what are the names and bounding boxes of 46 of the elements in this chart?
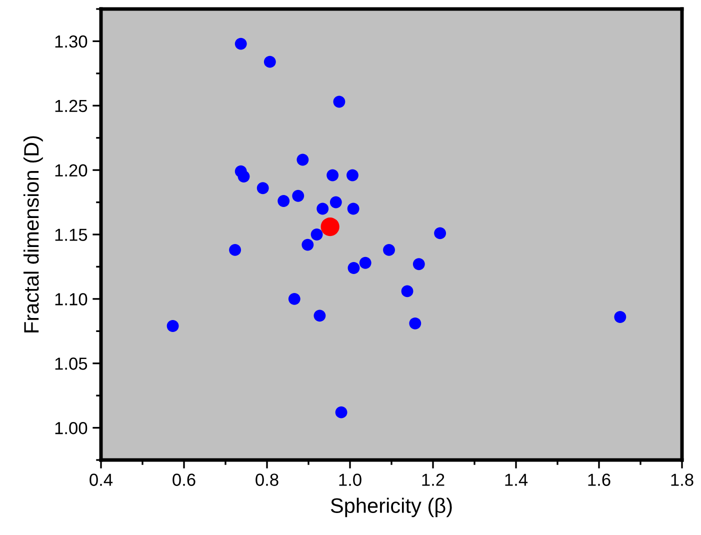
y-tick-label: 1.00 [55, 422, 88, 434]
point [278, 195, 290, 207]
x-tick-label: 0.8 [256, 474, 278, 486]
point [310, 228, 323, 240]
point [166, 320, 179, 332]
point [383, 244, 395, 256]
y-tick-label: 1.05 [55, 358, 88, 370]
x-tick-label: 0.6 [172, 474, 196, 486]
x-tick-label: 1.6 [588, 474, 610, 486]
point [330, 196, 342, 208]
point [296, 154, 309, 166]
point [316, 202, 329, 215]
point [302, 238, 314, 251]
point [409, 317, 422, 330]
point [238, 170, 250, 182]
point [264, 56, 276, 68]
y-tick-label: 1.25 [55, 100, 88, 112]
point [434, 227, 446, 240]
point [614, 310, 626, 323]
x-tick-label: 1.4 [505, 474, 528, 486]
x-tick-label: 1.8 [671, 474, 694, 486]
point [347, 202, 360, 215]
point [335, 406, 348, 418]
point [359, 256, 372, 269]
point [229, 244, 242, 256]
point [320, 217, 340, 236]
point [348, 262, 360, 274]
point [333, 96, 346, 108]
point [292, 190, 304, 202]
y-tick-label: 1.10 [55, 293, 88, 306]
point [256, 182, 269, 194]
point [401, 285, 414, 298]
x-axis-title: Sphericity (β) [330, 498, 452, 518]
point [314, 310, 326, 322]
point [326, 169, 339, 182]
x-tick-label: 0.4 [90, 474, 113, 486]
y-tick-label: 1.20 [55, 164, 88, 177]
y-axis-title: Fractal dimension (D) [23, 136, 43, 332]
y-tick-label: 1.30 [55, 35, 88, 48]
point [234, 38, 247, 50]
point [412, 258, 425, 270]
y-tick-label: 1.15 [55, 228, 88, 241]
point [346, 169, 358, 182]
x-tick-label: 1.0 [339, 474, 362, 486]
point [288, 292, 300, 305]
x-tick-label: 1.2 [422, 474, 444, 486]
